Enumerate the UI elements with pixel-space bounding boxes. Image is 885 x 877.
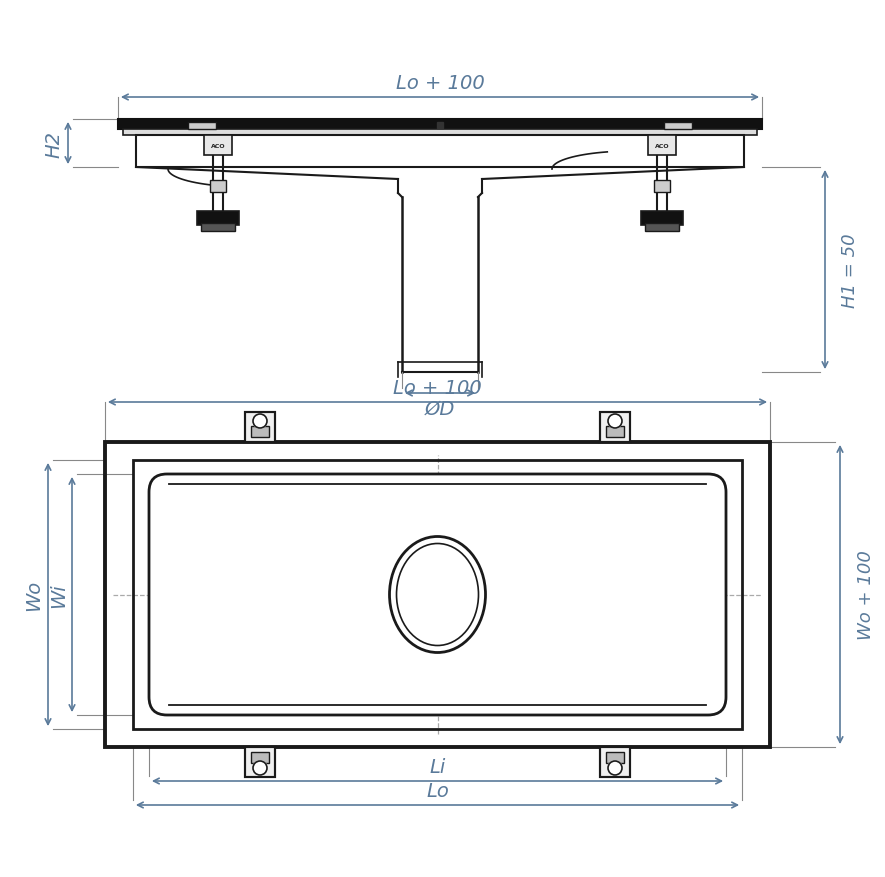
Bar: [600, 747, 630, 777]
Bar: [600, 412, 630, 443]
Bar: [606, 426, 624, 438]
Text: Lo + 100: Lo + 100: [396, 74, 484, 92]
Bar: [197, 211, 239, 225]
Bar: [654, 181, 670, 193]
Bar: [204, 136, 232, 156]
Bar: [648, 136, 676, 156]
Text: Wo: Wo: [25, 580, 43, 610]
FancyBboxPatch shape: [149, 474, 726, 715]
Bar: [251, 426, 269, 438]
Bar: [645, 224, 679, 232]
Circle shape: [608, 761, 622, 775]
Ellipse shape: [396, 544, 479, 645]
Bar: [641, 211, 683, 225]
Bar: [600, 747, 630, 777]
Bar: [245, 747, 275, 777]
Ellipse shape: [389, 537, 486, 652]
Bar: [105, 443, 770, 747]
Bar: [133, 460, 742, 729]
Text: H1 = 50: H1 = 50: [841, 233, 859, 308]
Circle shape: [253, 415, 267, 429]
Circle shape: [253, 761, 267, 775]
Bar: [188, 123, 216, 130]
Bar: [245, 747, 275, 777]
Text: Li: Li: [429, 758, 446, 777]
Bar: [664, 123, 692, 130]
Text: ACO: ACO: [655, 143, 669, 148]
Bar: [606, 752, 624, 763]
Bar: [201, 224, 235, 232]
Text: Lo: Lo: [426, 781, 449, 801]
Text: Wo + 100: Wo + 100: [857, 550, 875, 639]
Circle shape: [608, 415, 622, 429]
Bar: [245, 412, 275, 443]
Bar: [123, 130, 757, 136]
Bar: [245, 412, 275, 443]
Bar: [118, 120, 762, 130]
Text: H2: H2: [44, 131, 64, 157]
Text: ACO: ACO: [211, 143, 226, 148]
Text: Lo + 100: Lo + 100: [393, 378, 481, 397]
Bar: [136, 136, 744, 168]
Text: Wi: Wi: [50, 582, 68, 607]
Bar: [251, 752, 269, 763]
Bar: [210, 181, 226, 193]
Text: ØD: ØD: [425, 399, 455, 418]
Bar: [600, 412, 630, 443]
